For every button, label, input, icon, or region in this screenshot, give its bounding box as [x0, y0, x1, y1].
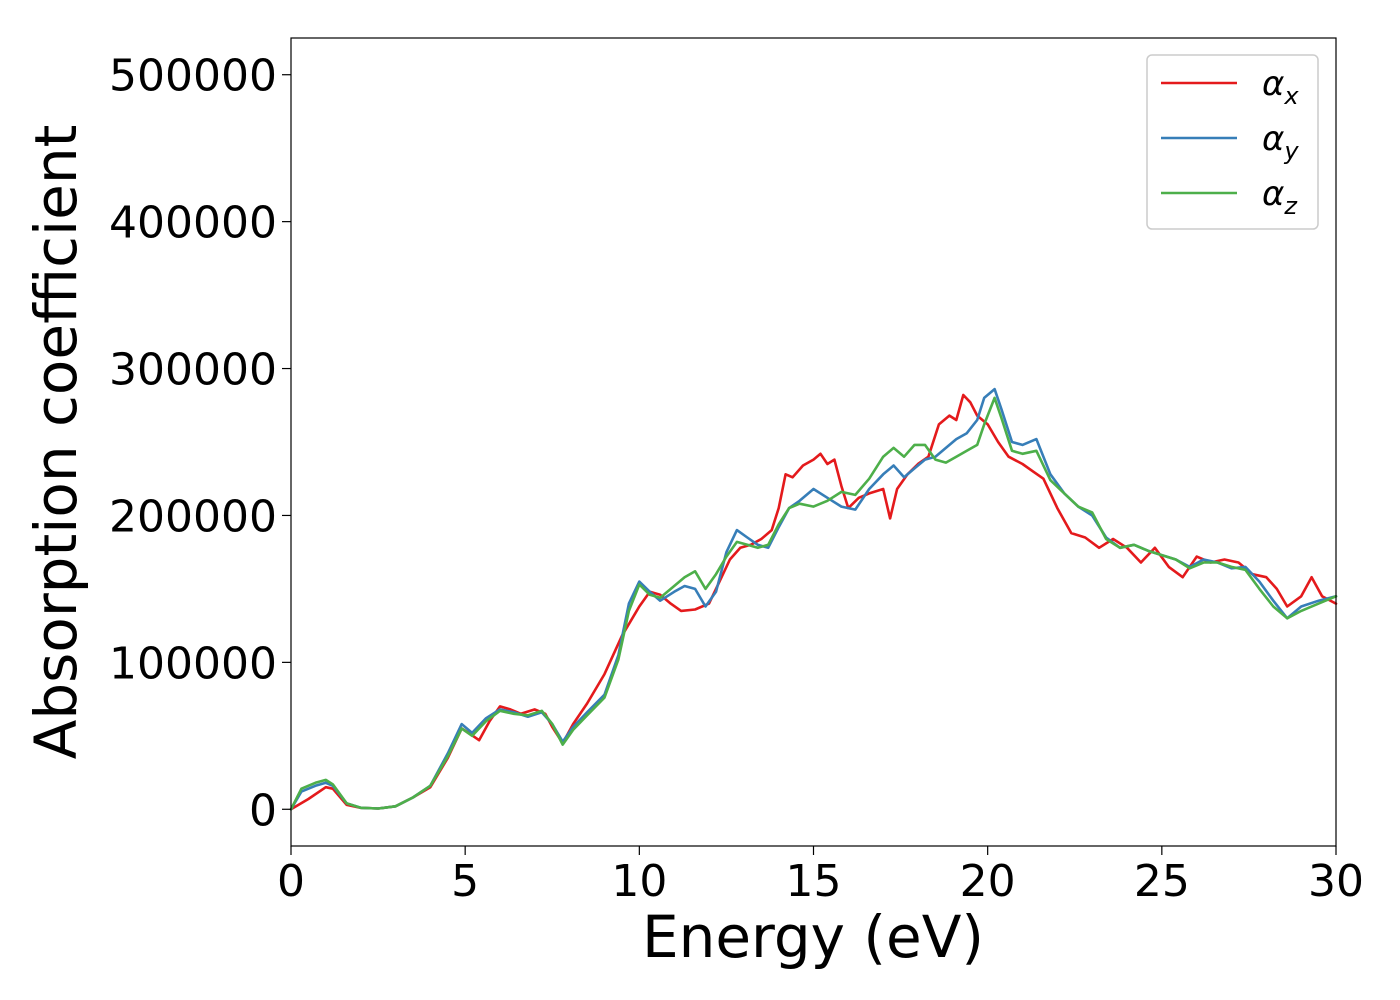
x-axis-label: Energy (eV) — [642, 903, 984, 971]
x-tick-label: 25 — [1134, 856, 1190, 907]
x-tick-label: 15 — [786, 856, 842, 907]
y-axis-ticks: 0 100000 200000 300000 400000 500000 — [109, 51, 291, 836]
y-tick-label: 300000 — [109, 345, 277, 396]
y-tick-label: 200000 — [109, 491, 277, 542]
series-layer — [289, 387, 1338, 811]
y-tick-label: 0 — [249, 785, 277, 836]
x-axis-ticks: 0 5 10 15 20 25 30 — [277, 846, 1364, 907]
series-line-x — [289, 393, 1338, 811]
y-tick-label: 100000 — [109, 638, 277, 689]
legend-box — [1146, 54, 1319, 230]
x-tick-label: 30 — [1308, 856, 1364, 907]
y-axis-label: Absorption coefficient — [22, 125, 90, 760]
series-line-z — [289, 396, 1338, 811]
x-tick-label: 0 — [277, 856, 305, 907]
y-tick-label: 500000 — [109, 51, 277, 102]
x-tick-label: 5 — [451, 856, 479, 907]
y-tick-label: 400000 — [109, 198, 277, 249]
x-tick-label: 10 — [611, 856, 667, 907]
series-line-y — [289, 387, 1338, 811]
x-tick-label: 20 — [960, 856, 1016, 907]
